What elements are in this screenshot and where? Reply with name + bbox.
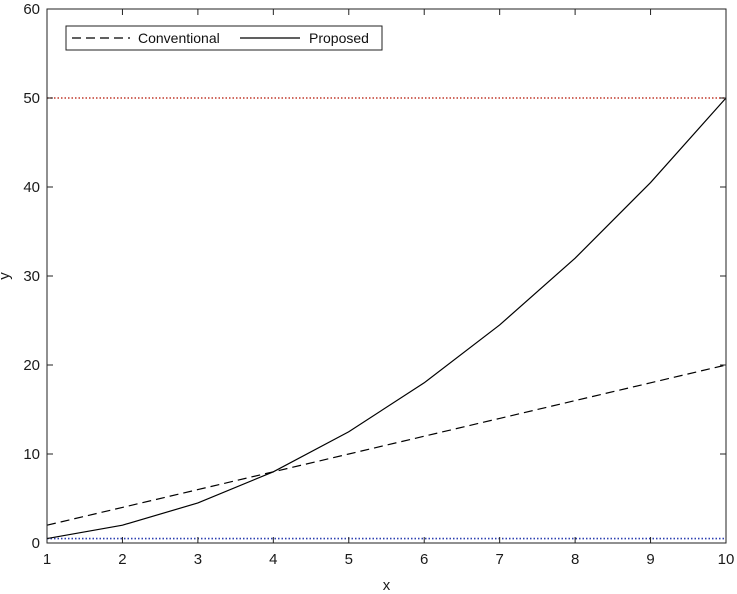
y-tick-label: 10 bbox=[23, 446, 40, 463]
legend: Conventional Proposed bbox=[65, 25, 383, 51]
x-tick-label: 5 bbox=[345, 551, 353, 568]
x-tick-label: 4 bbox=[269, 551, 277, 568]
series-line-proposed bbox=[46, 97, 727, 540]
x-axis-label: x bbox=[383, 577, 391, 594]
x-tick-label: 8 bbox=[571, 551, 579, 568]
legend-label-proposed: Proposed bbox=[309, 30, 369, 46]
x-tick-label: 3 bbox=[194, 551, 202, 568]
x-tick-label: 1 bbox=[43, 551, 51, 568]
legend-label-conventional: Conventional bbox=[138, 30, 220, 46]
y-tick-label: 50 bbox=[23, 90, 40, 107]
y-tick-label: 20 bbox=[23, 357, 40, 374]
series-line-conventional bbox=[46, 364, 727, 526]
y-axis-label: y bbox=[0, 272, 13, 280]
axes: 1 2 3 4 5 6 7 8 9 10 0 10 20 30 40 50 60 bbox=[23, 1, 734, 568]
x-tick-label: 2 bbox=[118, 551, 126, 568]
x-tick-label: 10 bbox=[718, 551, 735, 568]
plot-area bbox=[46, 97, 727, 540]
y-tick-label: 30 bbox=[23, 268, 40, 285]
x-tick-label: 7 bbox=[495, 551, 503, 568]
y-tick-label: 0 bbox=[32, 535, 40, 552]
y-tick-label: 40 bbox=[23, 179, 40, 196]
x-tick-label: 6 bbox=[420, 551, 428, 568]
legend-box bbox=[65, 25, 383, 51]
y-tick-label: 60 bbox=[23, 1, 40, 18]
axes-frame bbox=[46, 8, 727, 544]
x-tick-label: 9 bbox=[646, 551, 654, 568]
